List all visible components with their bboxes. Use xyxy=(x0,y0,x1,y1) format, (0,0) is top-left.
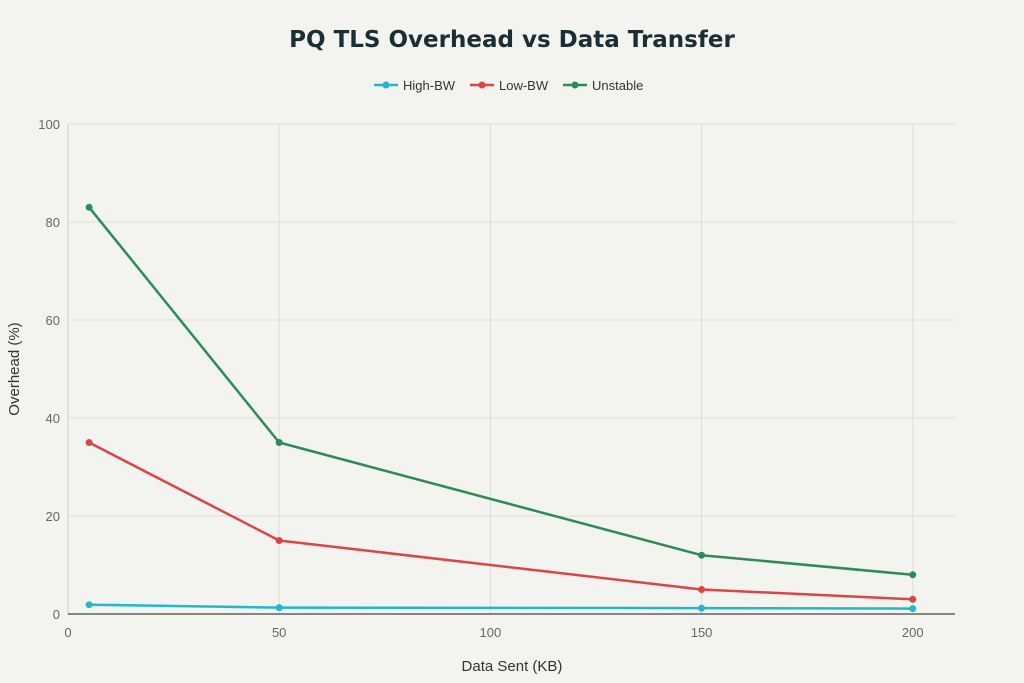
legend-item: Low-BW xyxy=(470,78,549,93)
legend-label: Unstable xyxy=(592,78,643,93)
legend-label: Low-BW xyxy=(499,78,549,93)
data-point xyxy=(275,439,283,446)
y-tick-label: 40 xyxy=(46,411,60,426)
x-tick-label: 0 xyxy=(64,625,71,640)
chart-title: PQ TLS Overhead vs Data Transfer xyxy=(289,27,735,53)
grid xyxy=(68,123,955,614)
axes: 0 20 40 60 80 100 0 50 100 150 200 xyxy=(38,117,955,640)
y-tick-label: 0 xyxy=(53,607,60,622)
series-line xyxy=(89,603,913,610)
y-tick-label: 80 xyxy=(46,215,60,230)
legend-item: High-BW xyxy=(374,78,456,93)
data-point xyxy=(698,586,706,593)
series-line xyxy=(88,206,913,577)
series-lines xyxy=(85,203,917,613)
data-point xyxy=(909,595,917,603)
x-tick-label: 50 xyxy=(272,625,286,640)
series-low-bw xyxy=(85,439,917,603)
series-unstable xyxy=(85,203,917,579)
data-point xyxy=(85,601,93,609)
x-tick-label: 200 xyxy=(902,625,924,640)
data-point xyxy=(275,537,283,544)
legend-item: Unstable xyxy=(563,78,643,93)
legend-marker xyxy=(478,81,486,89)
data-point xyxy=(698,604,706,612)
x-axis-label: Data Sent (KB) xyxy=(462,658,563,675)
y-tick-label: 60 xyxy=(46,313,60,328)
x-tick-label: 150 xyxy=(691,625,713,640)
y-tick-label: 100 xyxy=(38,117,60,132)
data-point xyxy=(85,203,93,211)
y-axis-label: Overhead (%) xyxy=(6,322,23,415)
x-tick-label: 100 xyxy=(480,625,502,640)
data-point xyxy=(698,551,706,559)
series-high-bw xyxy=(85,601,917,613)
data-point xyxy=(85,439,93,446)
data-point xyxy=(275,604,283,612)
y-tick-label: 20 xyxy=(46,509,60,524)
legend-label: High-BW xyxy=(403,78,456,93)
data-point xyxy=(909,571,917,579)
data-point xyxy=(909,605,917,613)
legend-marker xyxy=(382,81,390,89)
legend: High-BW Low-BW Unstable xyxy=(374,78,643,93)
legend-marker xyxy=(571,81,579,89)
series-line xyxy=(88,441,913,601)
